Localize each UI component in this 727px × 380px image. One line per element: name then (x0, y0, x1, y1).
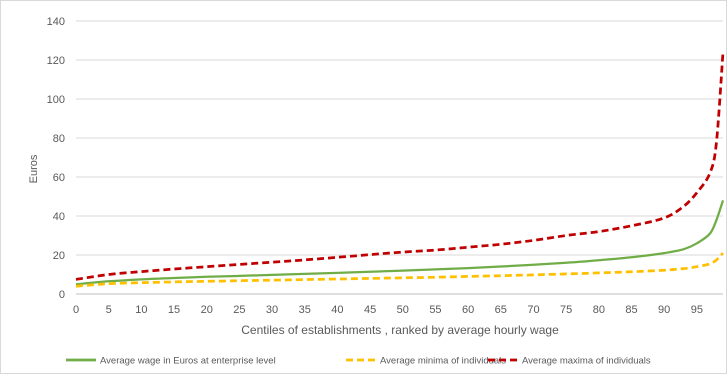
gridlines (76, 20, 723, 295)
series-line-2 (75, 252, 724, 288)
y-tick-label: 20 (53, 250, 65, 262)
y-tick-label: 60 (53, 172, 65, 184)
x-tick-label: 5 (106, 304, 112, 316)
legend-label-3: Average maxima of individuals (522, 356, 651, 367)
x-tick-label: 65 (495, 304, 507, 316)
y-axis-ticks: 0 20 40 60 80 100 120 140 (47, 16, 65, 301)
x-tick-label: 35 (299, 304, 311, 316)
legend-label-2: Average minima of individuals (380, 356, 506, 367)
legend: Average wage in Euros at enterprise leve… (66, 356, 651, 367)
x-tick-label: 45 (364, 304, 376, 316)
x-tick-label: 60 (462, 304, 474, 316)
x-axis-label: Centiles of establishments , ranked by a… (241, 323, 559, 337)
legend-label-1: Average wage in Euros at enterprise leve… (100, 356, 276, 367)
x-tick-label: 90 (658, 304, 670, 316)
x-tick-label: 40 (331, 304, 343, 316)
series-lines (75, 52, 725, 288)
y-axis-label: Euros (28, 154, 40, 183)
series-line-3 (75, 52, 725, 281)
x-tick-label: 55 (429, 304, 441, 316)
y-tick-label: 80 (53, 133, 65, 145)
y-tick-label: 100 (47, 94, 65, 106)
y-tick-label: 120 (47, 55, 65, 67)
x-tick-label: 0 (73, 304, 79, 316)
x-tick-label: 95 (691, 304, 703, 316)
x-tick-label: 25 (233, 304, 245, 316)
x-axis-ticks: 0 5 10 15 20 25 30 35 40 45 50 55 60 65 70 75 80 85 90 95 (73, 304, 703, 316)
x-tick-label: 20 (201, 304, 213, 316)
x-tick-label: 10 (135, 304, 147, 316)
y-tick-label: 40 (53, 211, 65, 223)
x-tick-label: 50 (397, 304, 409, 316)
series-line-1 (75, 200, 725, 286)
x-tick-label: 75 (560, 304, 572, 316)
x-tick-label: 85 (625, 304, 637, 316)
x-tick-label: 80 (593, 304, 605, 316)
x-tick-label: 70 (527, 304, 539, 316)
x-tick-label: 30 (266, 304, 278, 316)
y-tick-label: 0 (59, 289, 65, 301)
x-tick-label: 15 (168, 304, 180, 316)
y-tick-label: 140 (47, 16, 65, 28)
